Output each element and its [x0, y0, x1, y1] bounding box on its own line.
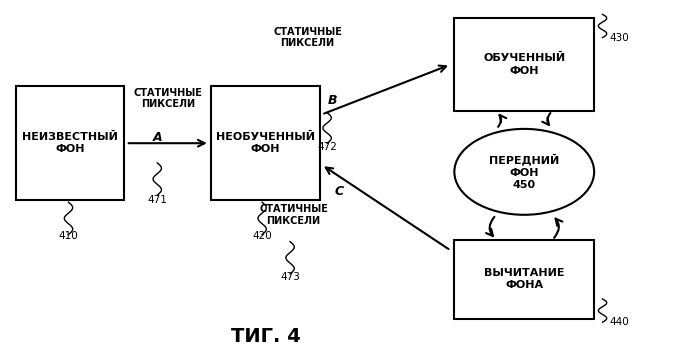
Text: ОБУЧЕННЫЙ
ФОН: ОБУЧЕННЫЙ ФОН	[483, 53, 565, 76]
Text: 473: 473	[280, 272, 300, 282]
Text: C: C	[334, 185, 344, 198]
FancyBboxPatch shape	[454, 18, 594, 111]
Text: B: B	[327, 94, 337, 107]
Text: 420: 420	[252, 231, 272, 241]
FancyBboxPatch shape	[211, 86, 320, 200]
Text: НЕИЗВЕСТНЫЙ
ФОН: НЕИЗВЕСТНЫЙ ФОН	[22, 132, 118, 154]
Text: ПЕРЕДНИЙ
ФОН
450: ПЕРЕДНИЙ ФОН 450	[489, 154, 559, 190]
Text: ΤИГ. 4: ΤИГ. 4	[231, 327, 301, 346]
Text: СТАТИЧНЫЕ
ПИКСЕЛИ: СТАТИЧНЫЕ ПИКСЕЛИ	[134, 88, 202, 109]
Text: 410: 410	[59, 231, 78, 241]
Text: 430: 430	[610, 33, 629, 43]
Text: ВЫЧИТАНИЕ
ФОНА: ВЫЧИТАНИЕ ФОНА	[484, 268, 565, 290]
Text: СТАТИЧНЫЕ
ПИКСЕЛИ: СТАТИЧНЫЕ ПИКСЕЛИ	[273, 27, 342, 48]
Text: 472: 472	[317, 142, 337, 152]
Text: 440: 440	[610, 317, 629, 327]
FancyBboxPatch shape	[16, 86, 124, 200]
Text: НЕОБУЧЕННЫЙ
ФОН: НЕОБУЧЕННЫЙ ФОН	[216, 132, 315, 154]
Text: 471: 471	[147, 195, 167, 205]
Text: СТАТИЧНЫЕ
ПИКСЕЛИ: СТАТИЧНЫЕ ПИКСЕЛИ	[259, 204, 328, 226]
Ellipse shape	[454, 129, 594, 215]
FancyBboxPatch shape	[454, 240, 594, 319]
Text: A: A	[152, 131, 162, 144]
